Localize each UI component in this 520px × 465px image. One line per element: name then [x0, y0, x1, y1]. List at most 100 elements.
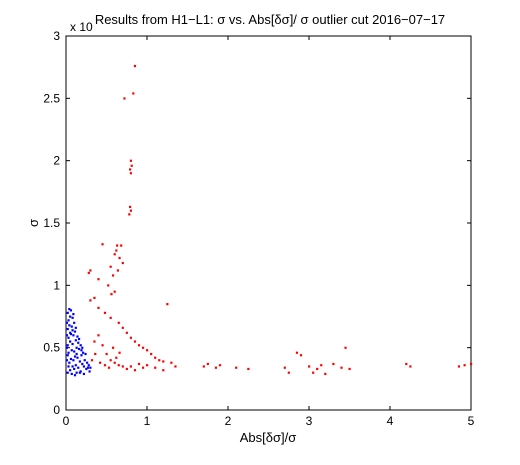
data-point-red [118, 256, 121, 260]
data-point-red [93, 296, 96, 299]
data-point-red [235, 366, 238, 369]
data-point-blue [71, 329, 74, 332]
data-point-blue [69, 332, 73, 336]
y-tick-label: 0 [53, 403, 60, 417]
data-point-red [463, 364, 466, 367]
data-point-red [97, 306, 100, 309]
data-point-red [109, 316, 112, 319]
data-point-red [121, 261, 124, 265]
data-point-red [103, 364, 107, 367]
data-point-blue [75, 352, 78, 356]
y-tick-label: 2 [53, 154, 60, 168]
data-point-red [125, 367, 128, 371]
data-point-red [99, 361, 102, 364]
data-point-blue [85, 367, 88, 371]
data-point-red [113, 361, 116, 364]
data-point-red [247, 367, 250, 371]
data-point-red [158, 359, 161, 362]
data-point-blue [82, 365, 86, 368]
data-point-blue [79, 370, 82, 373]
data-point-red [162, 360, 165, 363]
data-point-red [295, 351, 299, 354]
data-point-blue [73, 355, 77, 358]
data-point-blue [66, 311, 69, 314]
data-point-blue [81, 346, 84, 349]
data-point-blue [80, 349, 83, 352]
data-point-red [133, 369, 137, 372]
data-point-blue [69, 315, 72, 318]
data-point-red [283, 366, 286, 369]
data-point-blue [65, 346, 69, 349]
data-point-red [110, 293, 113, 296]
data-point-red [93, 340, 96, 343]
data-point-blue [73, 374, 77, 377]
x-tick-label: 3 [306, 414, 313, 428]
data-point-red [218, 364, 222, 367]
data-point-blue [75, 346, 78, 349]
y-tick-label: 1 [53, 278, 60, 292]
data-point-blue [69, 340, 72, 343]
x-tick-label: 4 [387, 414, 394, 428]
data-point-blue [67, 365, 70, 368]
data-point-red [116, 244, 119, 247]
data-point-blue [73, 367, 76, 371]
data-point-blue [77, 366, 80, 369]
data-point-blue [65, 334, 69, 337]
data-point-red [308, 365, 311, 368]
data-point-blue [69, 357, 73, 361]
data-point-blue [80, 354, 83, 357]
data-point-red [94, 352, 97, 356]
data-point-red [166, 303, 169, 306]
data-point-red [103, 311, 107, 314]
plot-area [65, 35, 472, 411]
data-point-blue [77, 341, 80, 344]
data-point-blue [73, 350, 76, 353]
x-axis-label: Abs[δσ]/σ [240, 430, 297, 445]
data-point-blue [69, 309, 73, 312]
data-point-red [141, 366, 145, 369]
data-point-red [137, 344, 141, 347]
data-point-red [133, 340, 137, 343]
data-point-red [97, 334, 100, 337]
data-point-blue [75, 371, 78, 374]
chart-title: Results from H1−L1: σ vs. Abs[δσ]/ σ out… [95, 12, 445, 27]
data-point-red [324, 372, 327, 376]
data-point-blue [76, 356, 79, 359]
data-point-blue [89, 366, 92, 369]
x-tick-label: 5 [468, 414, 475, 428]
data-point-red [113, 253, 116, 256]
data-point-red [214, 366, 218, 369]
data-point-red [154, 366, 157, 369]
data-point-red [109, 265, 112, 268]
data-point-red [146, 349, 149, 352]
data-point-red [121, 365, 124, 368]
data-point-red [115, 249, 118, 252]
data-point-blue [77, 347, 81, 351]
data-point-red [470, 362, 473, 366]
data-point-blue [78, 360, 81, 363]
data-point-blue [74, 339, 77, 342]
data-point-blue [73, 330, 77, 333]
data-point-blue [83, 359, 86, 362]
data-point-blue [70, 349, 73, 352]
data-point-red [332, 362, 335, 366]
y-tick-label: 3 [53, 29, 60, 43]
x-tick-label: 0 [63, 414, 70, 428]
data-point-red [287, 371, 290, 374]
data-point-blue [66, 327, 69, 331]
data-point-blue [74, 364, 77, 367]
data-point-blue [69, 331, 72, 334]
data-point-blue [72, 313, 75, 316]
data-point-red [111, 274, 115, 277]
data-point-blue [79, 344, 82, 347]
data-point-red [312, 371, 315, 374]
data-point-blue [67, 351, 70, 354]
data-point-red [129, 209, 132, 212]
data-point-blue [82, 372, 86, 376]
data-point-blue [68, 324, 71, 327]
data-point-red [170, 361, 173, 364]
data-point-red [90, 359, 94, 362]
data-point-blue [87, 364, 90, 367]
y-tick-label: 0.5 [43, 341, 60, 355]
